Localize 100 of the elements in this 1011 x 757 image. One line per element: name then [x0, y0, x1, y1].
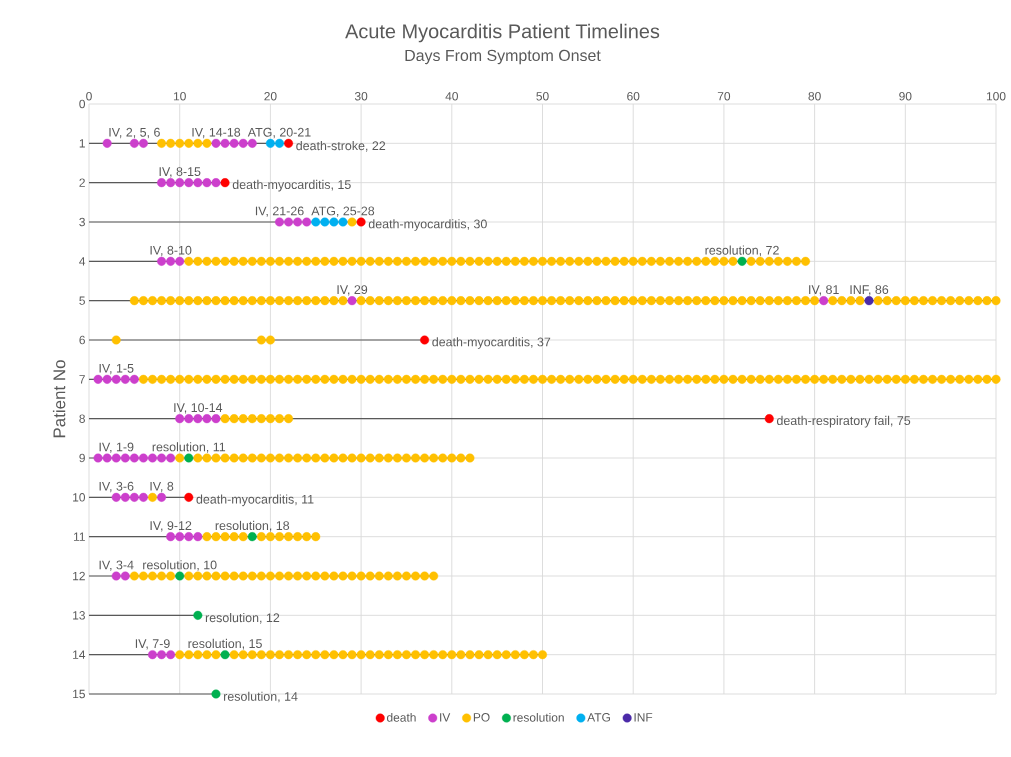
point [229, 138, 239, 148]
point [147, 453, 157, 463]
point [184, 492, 194, 502]
annotation: death-myocarditis, 30 [368, 219, 487, 231]
point [193, 610, 203, 620]
point [193, 414, 203, 424]
point [102, 374, 112, 384]
annotation: IV, 3-4 [99, 560, 134, 571]
annotation: IV, 21-26 [255, 206, 304, 217]
annotation: IV, 1-5 [99, 363, 134, 375]
point [157, 178, 167, 188]
point [293, 217, 303, 227]
point [284, 217, 294, 227]
point [120, 492, 130, 502]
annotation: IV, 8-15 [159, 167, 201, 178]
annotation: INF, 86 [850, 285, 889, 296]
annotation: death-myocarditis, 37 [432, 337, 551, 349]
point [220, 138, 230, 148]
point [102, 453, 112, 463]
annotation: IV, 14-18 [192, 127, 241, 139]
x-tick-label: 70 [717, 92, 731, 101]
annotation: IV, 2, 5, 6 [109, 127, 160, 139]
legend-label: PO [473, 713, 490, 722]
annotation: resolution, 10 [143, 560, 217, 571]
point [737, 256, 747, 266]
legend-label: resolution [513, 712, 564, 722]
y-axis-title: Patient No [52, 360, 66, 438]
point [175, 178, 185, 188]
point [111, 374, 121, 384]
annotation: resolution, 15 [188, 638, 262, 650]
y-tick-label: 5 [79, 296, 85, 305]
chart-title: Acute Myocarditis Patient Timelines [345, 23, 660, 43]
point [111, 453, 121, 463]
point [111, 492, 121, 502]
point [157, 256, 167, 266]
point [193, 178, 203, 188]
y-tick-label: 0 [79, 99, 86, 109]
point [284, 138, 294, 148]
point [138, 138, 148, 148]
point [302, 217, 312, 227]
x-tick-label: 40 [445, 92, 458, 101]
point [184, 414, 194, 424]
annotation: death-respiratory fail, 75 [776, 415, 911, 428]
point [184, 532, 194, 542]
point [93, 374, 103, 384]
x-tick-label: 50 [536, 92, 549, 101]
point [157, 650, 167, 660]
y-tick-label: 11 [73, 532, 85, 541]
point [120, 571, 130, 581]
x-tick-label: 30 [354, 92, 368, 101]
x-tick-label: 90 [899, 92, 912, 101]
y-tick-label: 12 [73, 571, 85, 581]
point [175, 532, 185, 542]
y-tick-label: 14 [73, 650, 86, 659]
annotation: IV, 3-6 [99, 481, 134, 493]
point [202, 178, 212, 188]
legend-label: IV [440, 713, 451, 722]
point [129, 453, 139, 463]
y-tick-label: 8 [79, 414, 85, 423]
annotation: IV, 29 [337, 285, 368, 296]
annotation: resolution, 18 [215, 520, 290, 532]
y-tick-label: 10 [73, 493, 86, 502]
y-tick-label: 9 [79, 453, 85, 463]
annotation: resolution, 11 [152, 442, 226, 453]
annotation: resolution, 12 [205, 613, 280, 624]
point [211, 689, 221, 699]
point [356, 217, 366, 227]
point [166, 178, 176, 188]
annotation: ATG, 20-21 [247, 127, 311, 139]
point [175, 256, 185, 266]
point [329, 217, 339, 227]
annotation: IV, 1-9 [99, 442, 134, 453]
y-tick-label: 2 [79, 178, 85, 187]
point [211, 178, 221, 188]
point [274, 138, 284, 148]
point [157, 453, 167, 463]
point [220, 650, 230, 660]
annotation: IV, 81 [809, 285, 839, 296]
point [420, 335, 430, 345]
y-tick-label: 1 [79, 139, 85, 148]
chart-subtitle: Days From Symptom Onset [405, 49, 601, 65]
point [193, 532, 203, 542]
point [166, 650, 176, 660]
point [764, 414, 774, 424]
point [120, 374, 130, 384]
point [202, 414, 212, 424]
point [138, 453, 148, 463]
y-tick-label: 4 [79, 257, 86, 266]
y-tick-label: 3 [79, 217, 85, 227]
point [274, 217, 284, 227]
point [175, 414, 185, 424]
annotation: IV, 10-14 [174, 403, 223, 414]
point [211, 414, 221, 424]
annotation: death-stroke, 22 [296, 141, 386, 152]
y-tick-label: 6 [79, 335, 85, 345]
point [265, 138, 275, 148]
point [102, 138, 112, 148]
point [157, 492, 167, 502]
point [138, 492, 148, 502]
y-tick-label: 15 [73, 689, 85, 699]
